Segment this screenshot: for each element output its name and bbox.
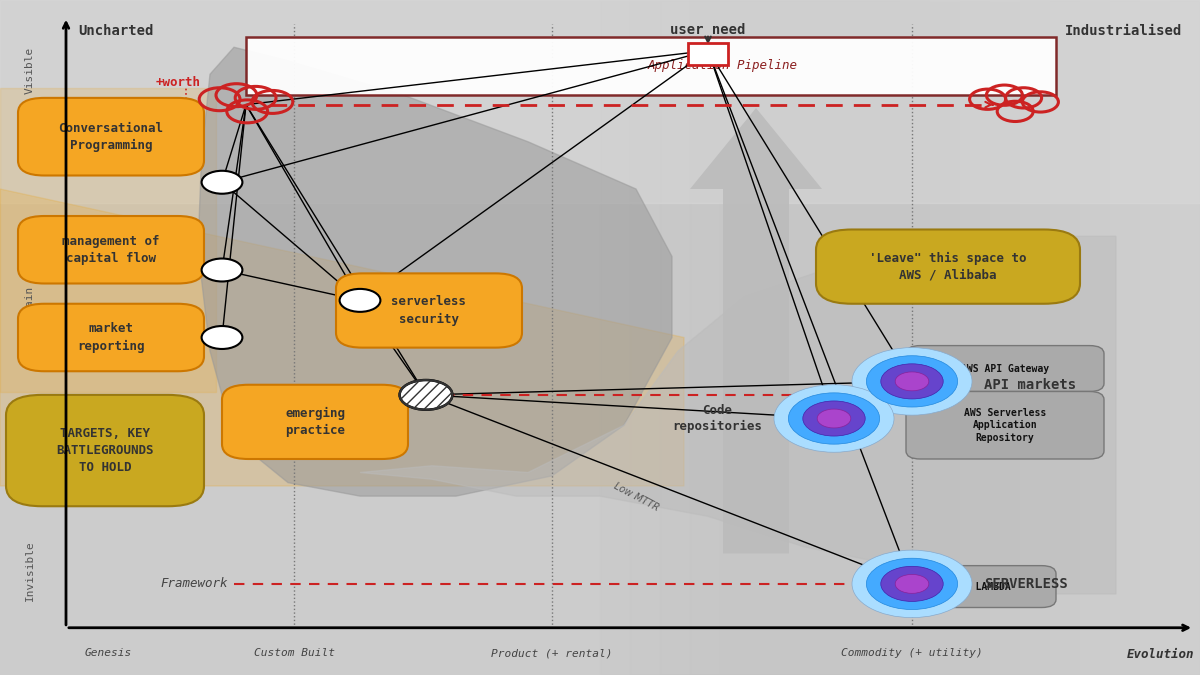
Polygon shape — [600, 0, 1200, 675]
FancyBboxPatch shape — [246, 37, 1056, 95]
FancyBboxPatch shape — [6, 395, 204, 506]
Text: AWS Serverless
Application
Repository: AWS Serverless Application Repository — [964, 408, 1046, 443]
Circle shape — [817, 409, 851, 428]
Text: emerging
practice: emerging practice — [286, 407, 346, 437]
Polygon shape — [0, 189, 684, 486]
Text: 'Leave" this space to
AWS / Alibaba: 'Leave" this space to AWS / Alibaba — [869, 252, 1027, 281]
Polygon shape — [810, 0, 1200, 675]
Text: AWS API Gateway: AWS API Gateway — [961, 364, 1049, 373]
Text: Application Pipeline: Application Pipeline — [648, 59, 798, 72]
FancyBboxPatch shape — [336, 273, 522, 348]
Text: Invisible: Invisible — [25, 540, 35, 601]
Circle shape — [340, 289, 380, 312]
Polygon shape — [1080, 0, 1200, 675]
Circle shape — [202, 259, 242, 281]
Text: AWS LAMBDA: AWS LAMBDA — [952, 582, 1010, 591]
Circle shape — [788, 393, 880, 444]
FancyBboxPatch shape — [688, 43, 728, 65]
Text: Commodity (+ utility): Commodity (+ utility) — [841, 648, 983, 658]
Text: TARGETS, KEY
BATTLEGROUNDS
TO HOLD: TARGETS, KEY BATTLEGROUNDS TO HOLD — [56, 427, 154, 474]
Polygon shape — [0, 88, 216, 391]
Polygon shape — [720, 0, 1200, 675]
Polygon shape — [750, 0, 1200, 675]
FancyBboxPatch shape — [222, 385, 408, 459]
Polygon shape — [990, 0, 1200, 675]
Circle shape — [866, 558, 958, 610]
Text: Code
repositories: Code repositories — [672, 404, 762, 433]
Polygon shape — [840, 0, 1200, 675]
Circle shape — [774, 385, 894, 452]
Circle shape — [803, 401, 865, 436]
Circle shape — [866, 356, 958, 407]
Text: Industrialised: Industrialised — [1064, 24, 1182, 38]
Circle shape — [852, 348, 972, 415]
Polygon shape — [1050, 0, 1200, 675]
Text: Product (+ rental): Product (+ rental) — [491, 648, 613, 658]
Text: Value Chain: Value Chain — [25, 287, 35, 361]
FancyBboxPatch shape — [18, 216, 204, 284]
Text: Conversational
Programming: Conversational Programming — [59, 122, 163, 152]
Text: Genesis: Genesis — [84, 648, 132, 658]
Text: management of
capital flow: management of capital flow — [62, 235, 160, 265]
Polygon shape — [690, 0, 1200, 675]
Polygon shape — [1140, 0, 1200, 675]
Text: Visible: Visible — [25, 47, 35, 95]
Text: market
reporting: market reporting — [77, 323, 145, 352]
Polygon shape — [1110, 0, 1200, 675]
Text: API markets: API markets — [984, 378, 1076, 392]
Polygon shape — [198, 47, 672, 496]
Circle shape — [881, 364, 943, 399]
Polygon shape — [900, 0, 1200, 675]
Polygon shape — [960, 0, 1200, 675]
FancyBboxPatch shape — [906, 566, 1056, 608]
FancyBboxPatch shape — [18, 98, 204, 176]
Circle shape — [895, 372, 929, 391]
Polygon shape — [360, 236, 1116, 594]
Text: Uncharted: Uncharted — [78, 24, 154, 38]
Polygon shape — [630, 0, 1200, 675]
Text: Low MTTR: Low MTTR — [612, 481, 660, 513]
Text: +worth: +worth — [156, 76, 202, 89]
Text: Framework: Framework — [161, 577, 228, 591]
FancyBboxPatch shape — [18, 304, 204, 371]
Circle shape — [202, 171, 242, 194]
Polygon shape — [0, 0, 1200, 202]
Circle shape — [881, 566, 943, 601]
Text: serverless
security: serverless security — [391, 296, 467, 325]
Circle shape — [895, 574, 929, 593]
Circle shape — [852, 550, 972, 618]
FancyBboxPatch shape — [906, 392, 1104, 459]
Polygon shape — [930, 0, 1200, 675]
Polygon shape — [690, 108, 822, 554]
FancyBboxPatch shape — [816, 230, 1080, 304]
Text: Evolution: Evolution — [1127, 648, 1194, 661]
Text: SERVERLESS: SERVERLESS — [984, 577, 1068, 591]
Polygon shape — [1020, 0, 1200, 675]
Text: Custom Built: Custom Built — [253, 648, 335, 658]
Polygon shape — [660, 0, 1200, 675]
Circle shape — [400, 380, 452, 410]
Text: user need: user need — [671, 23, 745, 37]
Polygon shape — [870, 0, 1200, 675]
Circle shape — [202, 326, 242, 349]
FancyBboxPatch shape — [906, 346, 1104, 392]
Polygon shape — [1170, 0, 1200, 675]
Polygon shape — [780, 0, 1200, 675]
